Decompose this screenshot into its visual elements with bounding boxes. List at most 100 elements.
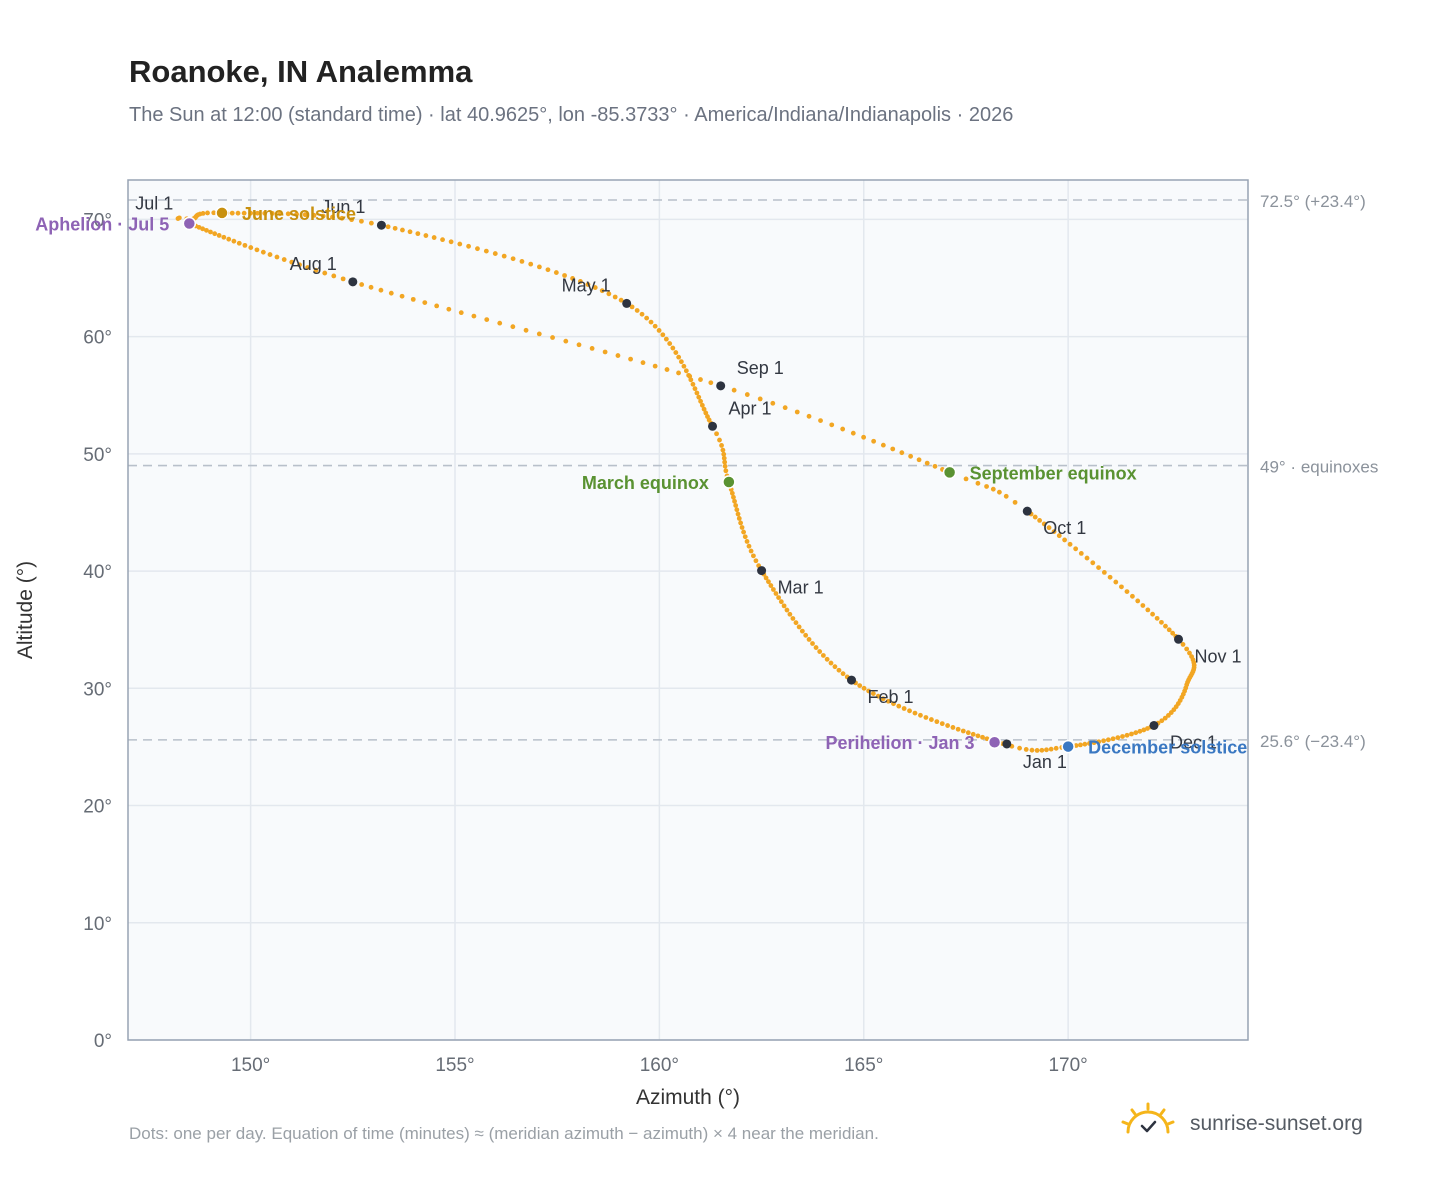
day-dot	[663, 336, 669, 342]
y-tick-label: 10°	[83, 914, 112, 935]
day-dot	[818, 418, 823, 424]
day-dot	[274, 254, 280, 260]
event-marker-dot	[182, 216, 197, 231]
day-dot	[850, 430, 856, 436]
day-dot	[458, 310, 464, 316]
day-dot	[694, 390, 700, 396]
day-dot	[960, 728, 966, 734]
plot-frame	[127, 179, 1249, 1041]
day-dot	[483, 248, 489, 254]
day-dot	[793, 620, 799, 626]
day-dot	[975, 733, 981, 739]
day-dot	[696, 394, 702, 400]
day-dot	[320, 213, 326, 219]
reference-lines: 72.5° (+23.4°) 49° · equinoxes 25.6° (−23.…	[128, 192, 1378, 751]
sun-logo-icon	[1121, 1102, 1175, 1134]
day-dot	[528, 261, 534, 267]
day-dot	[1113, 579, 1119, 585]
day-dot	[766, 579, 771, 585]
day-dot	[340, 276, 346, 282]
day-dot	[746, 543, 752, 549]
day-dot	[1082, 741, 1088, 747]
month-marker-dot	[1174, 634, 1184, 644]
day-dot	[719, 443, 724, 448]
day-dot	[1017, 745, 1022, 751]
day-dot	[924, 460, 930, 466]
day-dot	[1180, 642, 1186, 647]
day-dot	[1159, 619, 1164, 625]
day-dot	[656, 328, 662, 333]
day-dot	[939, 721, 945, 727]
day-dot	[248, 245, 254, 250]
page-title: Roanoke, IN Analemma	[129, 54, 473, 89]
day-dot	[1039, 747, 1045, 753]
plot-background	[128, 180, 1248, 1040]
day-dot	[277, 211, 283, 216]
day-dot	[817, 649, 823, 654]
y-tick-label: 0°	[94, 1031, 112, 1052]
day-dot	[735, 511, 741, 517]
day-dot	[984, 736, 990, 742]
event-marker-dot	[987, 735, 1002, 749]
month-marker-label: Dec 1	[1170, 732, 1217, 752]
day-dot	[330, 214, 335, 220]
day-dot	[216, 233, 222, 238]
day-dot	[1096, 739, 1102, 745]
day-dot	[965, 730, 971, 736]
day-dot	[1115, 735, 1121, 741]
day-dot	[1165, 713, 1171, 718]
day-dot	[1037, 517, 1043, 523]
day-dot	[918, 712, 923, 718]
month-marker-label: May 1	[562, 275, 611, 295]
x-tick-label: 160°	[640, 1055, 679, 1076]
brand[interactable]: sunrise-sunset.org	[1120, 1100, 1420, 1150]
day-dot	[857, 683, 863, 689]
y-axis-label: Altitude (°)	[14, 561, 37, 659]
day-dot	[824, 656, 830, 662]
day-dot	[629, 304, 635, 310]
day-dot	[392, 225, 398, 231]
x-tick-label: 170°	[1048, 1055, 1087, 1076]
event-marker-label: December solstice	[1088, 738, 1247, 758]
day-dot	[211, 210, 217, 216]
day-dot	[975, 480, 981, 486]
day-dot	[736, 516, 742, 521]
day-dot	[1073, 546, 1079, 552]
day-dot	[615, 353, 621, 358]
day-dot	[501, 253, 507, 259]
day-dot	[908, 453, 914, 459]
day-dot	[204, 227, 209, 233]
y-tick-label: 30°	[83, 679, 112, 700]
day-dot	[1145, 726, 1150, 731]
day-dot	[562, 273, 567, 278]
event-marker-label: Aphelion · Jul 5	[35, 214, 169, 234]
day-dot	[262, 210, 268, 216]
brand-name[interactable]: sunrise-sunset.org	[1190, 1112, 1363, 1135]
day-dot	[1091, 740, 1097, 746]
day-dot	[890, 446, 896, 452]
day-dot	[751, 553, 756, 559]
month-marker-label: Nov 1	[1195, 646, 1242, 666]
day-dot	[196, 224, 202, 230]
day-dot	[731, 387, 737, 393]
day-dot	[229, 210, 235, 216]
day-dot	[778, 599, 784, 605]
day-dot	[1187, 650, 1192, 656]
day-dot	[731, 494, 736, 500]
day-dot	[1133, 730, 1139, 736]
event-marker-label: September equinox	[970, 463, 1137, 483]
day-dot	[311, 212, 317, 218]
day-dot	[378, 287, 384, 293]
day-dot	[415, 231, 421, 237]
day-dot	[267, 252, 273, 257]
day-dot	[339, 215, 345, 221]
day-dot	[1107, 574, 1113, 580]
day-dot	[269, 210, 275, 216]
day-dot	[1141, 727, 1147, 733]
day-dot	[1159, 718, 1165, 724]
day-dot	[790, 616, 796, 621]
day-dot	[475, 246, 480, 252]
day-dot	[200, 226, 206, 232]
day-dot	[208, 229, 213, 235]
day-dot	[618, 297, 624, 303]
